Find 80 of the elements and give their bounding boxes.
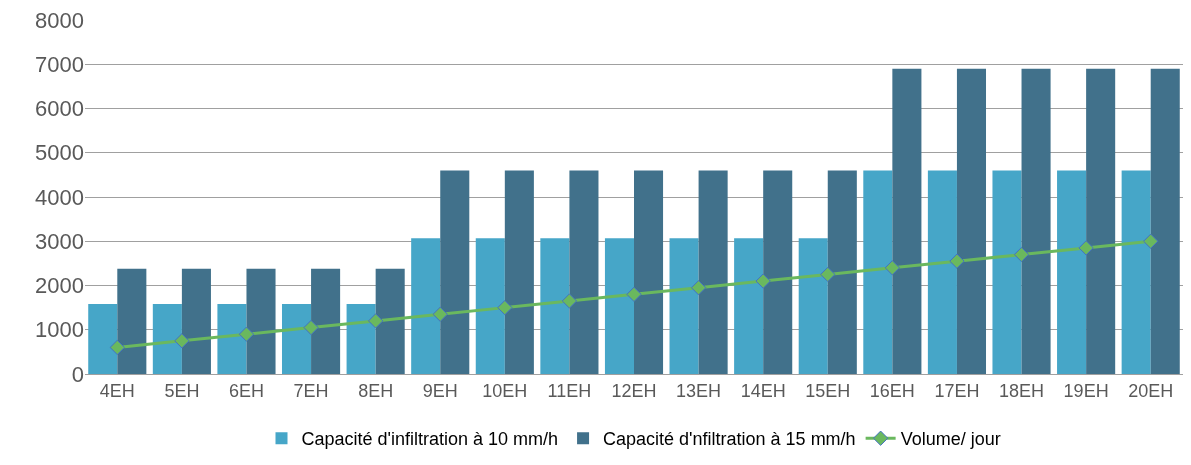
bar (540, 238, 570, 374)
bar (346, 304, 376, 374)
bar (152, 304, 182, 374)
bar (411, 238, 441, 374)
point (497, 299, 513, 316)
bar (311, 268, 341, 374)
point (238, 326, 255, 342)
bar (798, 238, 828, 374)
x-tick-label: 10EH (482, 380, 528, 401)
bar (281, 304, 312, 374)
y-tick-label: 5000 (35, 140, 84, 166)
y-tick-label: 8000 (35, 7, 84, 33)
bar (956, 68, 987, 374)
y-tick-label: 0 (71, 361, 84, 387)
point (755, 273, 771, 289)
x-tick-label: 17EH (934, 380, 980, 401)
x-tick-label: 9EH (422, 380, 458, 401)
x-tick-label: 16EH (869, 380, 915, 401)
bar (827, 170, 857, 374)
y-tick-label: 4000 (35, 184, 84, 210)
bar (88, 304, 118, 374)
point (303, 319, 319, 336)
bar (440, 170, 470, 374)
x-tick-label: 6EH (228, 380, 264, 401)
y-tick-label: 3000 (35, 228, 84, 254)
bar (734, 238, 764, 374)
legend-label: Capacité d'nfiltration à 15 mm/h (603, 429, 856, 450)
bar (1150, 68, 1180, 374)
bar (475, 238, 505, 374)
bar (569, 170, 599, 374)
y-tick-label: 6000 (35, 96, 84, 122)
y-tick-label: 7000 (35, 51, 84, 77)
point (561, 293, 578, 309)
bar (246, 268, 276, 374)
x-tick-label: 4EH (99, 380, 135, 401)
bar (927, 170, 957, 374)
bar (1057, 170, 1087, 374)
legend-label: Volume/ jour (900, 429, 1001, 450)
bar (217, 304, 247, 374)
x-tick-label: 11EH (547, 380, 592, 401)
point (1013, 246, 1030, 263)
x-tick-label: 12EH (611, 380, 657, 401)
point (820, 266, 836, 283)
x-tick-label: 7EH (293, 380, 329, 401)
bar (181, 268, 211, 374)
x-tick-label: 19EH (1063, 380, 1109, 401)
point (884, 260, 900, 276)
x-tick-label: 5EH (164, 380, 200, 401)
x-tick-label: 8EH (358, 380, 394, 401)
y-tick-label: 1000 (35, 317, 84, 343)
x-tick-label: 15EH (805, 380, 851, 401)
bar (1121, 170, 1151, 374)
bar (892, 68, 922, 374)
bar (992, 170, 1022, 374)
x-tick-label: 13EH (676, 380, 722, 401)
bar (634, 170, 664, 374)
y-tick-label: 2000 (35, 273, 84, 299)
point (1078, 240, 1094, 256)
bar (375, 268, 405, 374)
bar (1086, 68, 1116, 374)
point (949, 253, 965, 269)
bar (504, 170, 534, 374)
point (1143, 233, 1159, 249)
point (109, 339, 125, 356)
bar (763, 170, 793, 374)
legend-label: Capacité d'infiltration à 10 mm/h (301, 429, 559, 450)
point (368, 313, 384, 329)
bar (669, 238, 699, 374)
point (626, 286, 642, 302)
bar (863, 170, 893, 374)
point (174, 333, 190, 349)
point (690, 280, 707, 296)
bar (1021, 68, 1051, 374)
x-tick-label: 20EH (1128, 380, 1174, 401)
point (432, 306, 448, 322)
bar (698, 170, 728, 374)
bar (604, 238, 634, 374)
bar (117, 268, 147, 374)
x-tick-label: 18EH (999, 380, 1045, 401)
x-tick-label: 14EH (740, 380, 786, 401)
